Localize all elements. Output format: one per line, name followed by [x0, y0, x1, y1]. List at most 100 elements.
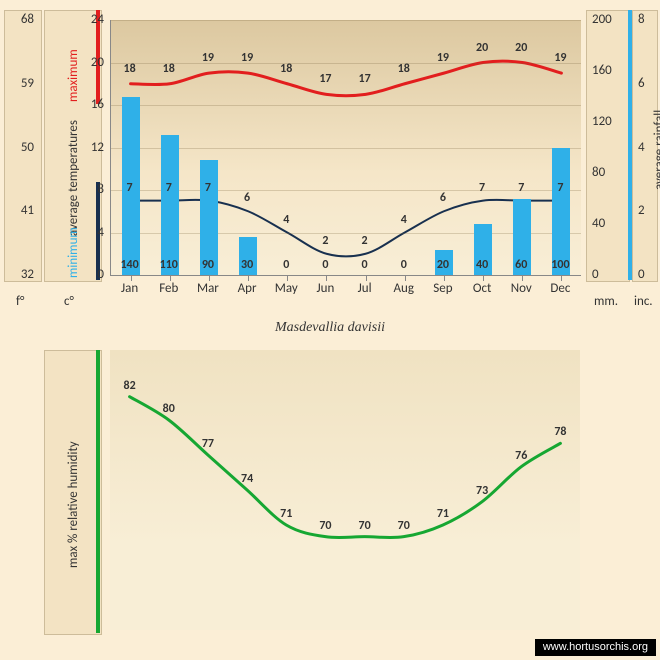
temp-value: 19	[232, 51, 262, 65]
c-tick: 4	[80, 225, 104, 240]
label-rainfall: average rainfall	[652, 110, 660, 190]
inc-tick: 6	[638, 76, 645, 91]
month-label: Jun	[305, 281, 345, 296]
rainfall-value: 40	[467, 258, 497, 272]
rainfall-value: 110	[154, 258, 184, 272]
rainfall-value: 30	[232, 258, 262, 272]
rainfall-value: 100	[545, 258, 575, 272]
temp-value: 17	[350, 72, 380, 86]
c-tick: 0	[80, 267, 104, 282]
mm-tick: 0	[592, 267, 599, 282]
month-label: Feb	[149, 281, 189, 296]
temp-value: 7	[193, 181, 223, 195]
temp-value: 6	[428, 191, 458, 205]
humidity-value: 78	[545, 425, 575, 439]
humidity-value: 70	[389, 519, 419, 533]
f-tick: 32	[10, 267, 34, 282]
mm-tick: 160	[592, 63, 612, 78]
c-tick: 24	[80, 12, 104, 27]
footer-credit: www.hortusorchis.org	[535, 639, 656, 656]
f-tick: 59	[10, 76, 34, 91]
rainfall-value: 60	[506, 258, 536, 272]
f-tick: 68	[10, 12, 34, 27]
label-humidity: max % relative humidity	[66, 441, 81, 568]
humidity-value: 80	[154, 402, 184, 416]
label-maximum: maximum	[66, 49, 81, 102]
inc-tick: 8	[638, 12, 645, 27]
rainfall-value: 0	[310, 258, 340, 272]
temp-value: 6	[232, 191, 262, 205]
mm-tick: 80	[592, 165, 605, 180]
climate-chart	[110, 20, 581, 276]
humidity-chart	[110, 350, 580, 630]
humidity-value: 73	[467, 484, 497, 498]
month-label: Mar	[188, 281, 228, 296]
f-tick: 50	[10, 140, 34, 155]
temp-value: 18	[271, 62, 301, 76]
humidity-value: 71	[428, 507, 458, 521]
temp-value: 7	[545, 181, 575, 195]
humidity-value: 82	[115, 379, 145, 393]
humidity-bar	[96, 350, 100, 633]
temp-value: 7	[506, 181, 536, 195]
mm-tick: 40	[592, 216, 605, 231]
month-label: Jan	[110, 281, 150, 296]
temp-value: 18	[154, 62, 184, 76]
inc-tick: 0	[638, 267, 645, 282]
c-tick: 20	[80, 55, 104, 70]
unit-inc: inc.	[634, 294, 653, 309]
month-label: Sep	[423, 281, 463, 296]
temp-value: 17	[310, 72, 340, 86]
month-label: Jul	[345, 281, 385, 296]
month-label: Aug	[384, 281, 424, 296]
rainfall-bar-col	[552, 148, 570, 276]
temp-value: 19	[428, 51, 458, 65]
unit-f: f°	[16, 294, 24, 309]
c-tick: 16	[80, 97, 104, 112]
rainfall-bar	[628, 10, 632, 280]
temp-value: 20	[467, 41, 497, 55]
temp-value: 2	[350, 234, 380, 248]
humidity-value: 70	[350, 519, 380, 533]
month-label: Nov	[501, 281, 541, 296]
temp-value: 7	[154, 181, 184, 195]
temp-value: 4	[389, 213, 419, 227]
c-tick: 8	[80, 182, 104, 197]
unit-c: c°	[64, 294, 74, 309]
temp-value: 4	[271, 213, 301, 227]
mm-tick: 120	[592, 114, 612, 129]
month-label: Apr	[227, 281, 267, 296]
inc-tick: 2	[638, 203, 645, 218]
rainfall-value: 0	[271, 258, 301, 272]
month-label: Oct	[462, 281, 502, 296]
inc-tick: 4	[638, 140, 645, 155]
humidity-value: 71	[271, 507, 301, 521]
humidity-value: 76	[506, 449, 536, 463]
rainfall-value: 0	[350, 258, 380, 272]
month-label: Dec	[540, 281, 580, 296]
humidity-value: 77	[193, 437, 223, 451]
mm-tick: 200	[592, 12, 612, 27]
humidity-value: 74	[232, 472, 262, 486]
humidity-value: 70	[310, 519, 340, 533]
temp-value: 18	[389, 62, 419, 76]
temp-value: 2	[310, 234, 340, 248]
temp-value: 18	[115, 62, 145, 76]
rainfall-bar-col	[161, 135, 179, 275]
rainfall-value: 90	[193, 258, 223, 272]
chart-title: Masdevallia davisii	[0, 320, 660, 336]
temp-value: 19	[193, 51, 223, 65]
temp-value: 7	[467, 181, 497, 195]
month-label: May	[266, 281, 306, 296]
temp-value: 20	[506, 41, 536, 55]
rainfall-value: 140	[115, 258, 145, 272]
temp-value: 7	[115, 181, 145, 195]
temp-value: 19	[545, 51, 575, 65]
label-avg-temp: average temperatures	[66, 120, 81, 236]
unit-mm: mm.	[594, 294, 618, 309]
label-minimum: minimum	[66, 227, 81, 278]
rainfall-value: 20	[428, 258, 458, 272]
f-tick: 41	[10, 203, 34, 218]
c-tick: 12	[80, 140, 104, 155]
rainfall-value: 0	[389, 258, 419, 272]
